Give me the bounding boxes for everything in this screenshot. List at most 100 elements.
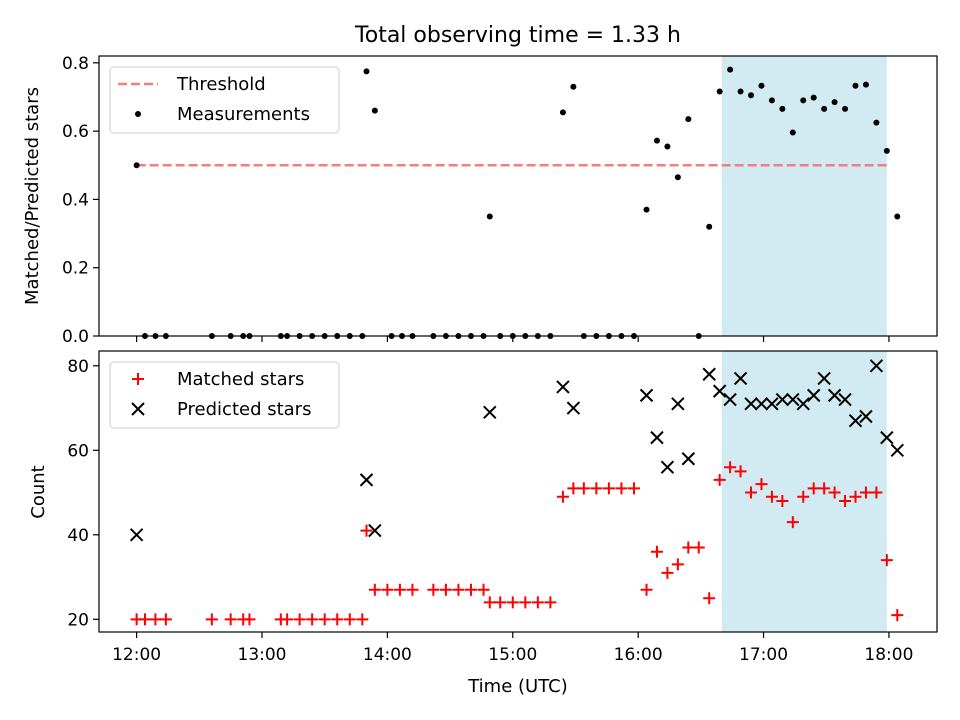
measurement-point: [359, 333, 366, 339]
matched-stars-point: [439, 583, 452, 596]
measurement-point: [737, 88, 744, 95]
predicted-stars-point: [650, 430, 664, 445]
matched-stars-point: [331, 613, 344, 626]
measurement-point: [748, 92, 755, 99]
bottom-panel: 20 40 60 80 12:00 13:00 14:00 15:00 16:00 17:00 18…: [67, 350, 938, 665]
measurement-point: [309, 333, 316, 339]
matched-stars-point: [859, 486, 872, 499]
measurement-point: [455, 333, 462, 339]
matched-stars-point: [807, 482, 820, 495]
y-tick-label: 0.8: [62, 54, 89, 74]
matched-stars-point: [671, 558, 684, 571]
x-tick-label: 13:00: [238, 645, 287, 665]
matched-stars-point: [452, 583, 465, 596]
measurement-point: [430, 333, 437, 339]
predicted-stars-point: [483, 405, 497, 419]
legend-measurement-swatch: [135, 111, 141, 117]
measurement-point: [152, 333, 159, 339]
observing-window-shade: [721, 351, 887, 632]
measurement-point: [559, 109, 566, 116]
measurement-point: [363, 68, 370, 75]
y-tick-label: 0.6: [62, 122, 89, 142]
matched-stars-point: [870, 486, 883, 499]
measurement-point: [467, 333, 474, 339]
x-tick-label: 12:00: [112, 645, 161, 665]
matched-stars-point: [650, 545, 663, 558]
matched-stars-point: [281, 613, 294, 626]
measurement-point: [509, 333, 516, 339]
matched-stars-point: [205, 613, 218, 626]
predicted-stars-point: [827, 388, 842, 403]
measurement-point: [240, 333, 247, 339]
measurement-point: [630, 333, 637, 339]
predicted-stars-point: [129, 528, 144, 542]
measurement-point: [522, 333, 529, 339]
measurement-point: [789, 129, 796, 136]
matched-stars-point: [393, 583, 406, 596]
matched-stars-point: [745, 486, 758, 499]
predicted-stars-point: [681, 452, 696, 466]
x-tick-label: 14:00: [363, 645, 412, 665]
measurement-point: [883, 147, 890, 154]
measurement-point: [162, 333, 169, 339]
matched-stars-point: [776, 495, 789, 508]
y-tick-label: 0.0: [62, 327, 89, 347]
bottom-y-axis-label: Count: [28, 465, 49, 518]
measurement-point: [653, 137, 660, 144]
predicted-stars-point: [786, 392, 800, 407]
matched-stars-point: [360, 524, 373, 537]
legend-matched-swatch: [132, 373, 144, 385]
matched-stars-point: [590, 482, 603, 495]
measurement-point: [277, 333, 284, 339]
predicted-stars-point: [775, 392, 790, 407]
measurement-point: [486, 213, 493, 220]
matched-stars-point: [615, 482, 628, 495]
top-panel: 0.0 0.2 0.4 0.6 0.8 Threshold Measurements: [62, 54, 938, 347]
matched-stars-point: [627, 482, 640, 495]
matched-stars-point: [797, 490, 810, 503]
matched-stars-point: [483, 596, 496, 609]
matched-stars-point: [519, 596, 532, 609]
measurement-point: [674, 174, 681, 181]
measurement-point: [727, 66, 734, 73]
measurement-point: [141, 333, 148, 339]
x-tick-label: 16:00: [614, 645, 663, 665]
measurement-point: [593, 333, 600, 339]
predicted-stars-point: [639, 388, 654, 403]
chart-title: Total observing time = 1.33 h: [354, 23, 681, 48]
matched-stars-point: [427, 583, 440, 596]
measurement-point: [497, 333, 504, 339]
predicted-stars-point: [702, 367, 716, 381]
matched-stars-point: [640, 583, 653, 596]
matched-stars-point: [494, 596, 507, 609]
measurement-point: [758, 82, 765, 89]
measurement-point: [442, 333, 449, 339]
axes-frame: [98, 55, 938, 337]
matched-stars-point: [713, 473, 726, 486]
predicted-stars-point: [712, 384, 727, 398]
measurement-point: [862, 81, 869, 88]
predicted-stars-point: [744, 397, 758, 411]
matched-stars-point: [765, 490, 778, 503]
predicted-stars-point: [817, 371, 831, 386]
matched-stars-point: [343, 613, 356, 626]
matched-stars-point: [356, 613, 369, 626]
matched-stars-point: [567, 482, 580, 495]
matched-stars-point: [224, 613, 237, 626]
y-tick-label: 60: [67, 441, 89, 461]
predicted-stars-point: [754, 397, 769, 411]
legend-label: Matched stars: [177, 369, 304, 390]
matched-stars-point: [818, 482, 831, 495]
y-tick-label: 40: [67, 526, 89, 546]
measurement-point: [133, 162, 140, 169]
predicted-stars-point: [359, 473, 374, 487]
legend-label: Measurements: [177, 104, 310, 125]
matched-stars-point: [577, 482, 590, 495]
legend-label: Threshold: [176, 74, 266, 95]
legend-predicted-swatch: [131, 402, 145, 416]
top-y-axis-label: Matched/Predicted stars: [22, 87, 43, 305]
predicted-stars-point: [890, 443, 905, 458]
measurement-point: [246, 333, 253, 339]
matched-stars-point: [755, 478, 768, 491]
measurement-point: [346, 333, 353, 339]
